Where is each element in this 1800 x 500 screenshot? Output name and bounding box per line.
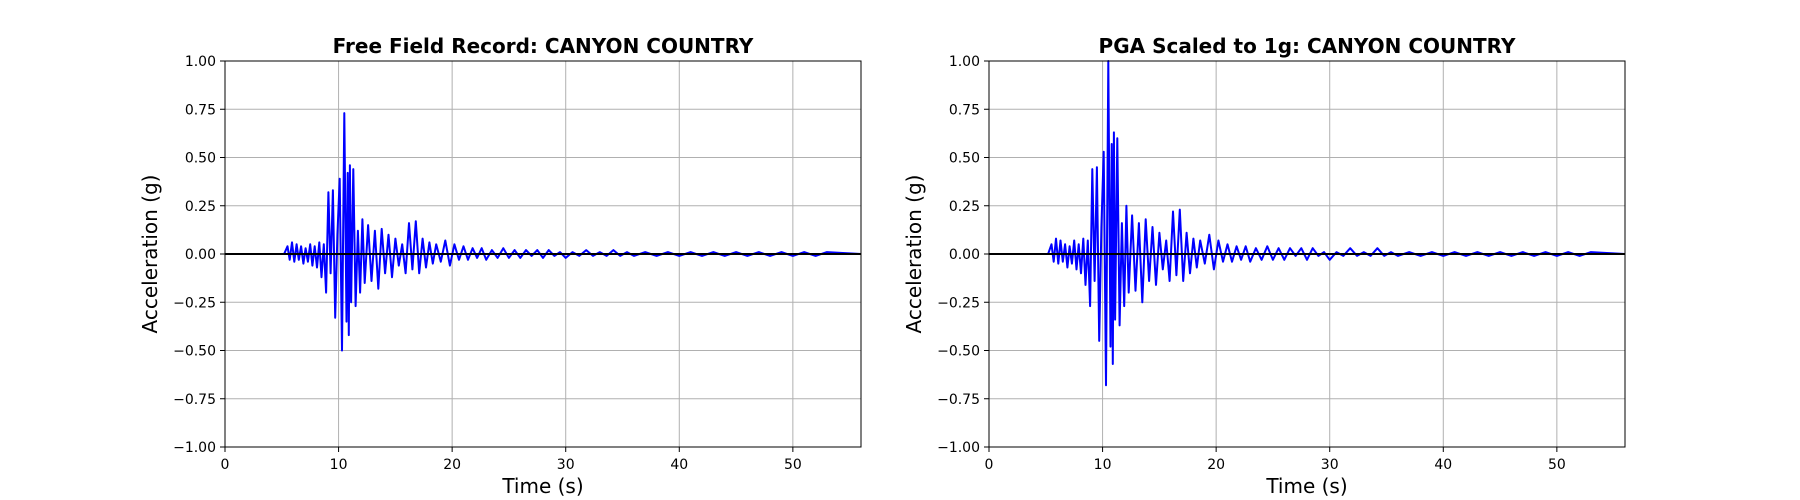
y-tick-label: 0.75: [949, 102, 980, 118]
y-tick-label: −0.75: [937, 392, 980, 408]
y-tick-label: −0.25: [173, 295, 216, 311]
y-tick-label: 0.25: [185, 199, 216, 215]
x-tick-label: 40: [670, 457, 688, 473]
x-tick-label: 30: [557, 457, 575, 473]
x-tick-label: 10: [1094, 457, 1112, 473]
y-tick-label: 1.00: [949, 54, 980, 70]
y-tick-label: −0.25: [937, 295, 980, 311]
x-tick-label: 30: [1321, 457, 1339, 473]
x-tick-label: 50: [784, 457, 802, 473]
y-tick-label: 0.00: [949, 247, 980, 263]
y-tick-label: −1.00: [173, 440, 216, 456]
x-axis-label: Time (s): [501, 474, 583, 498]
y-tick-label: 0.00: [185, 247, 216, 263]
y-tick-label: −0.75: [173, 392, 216, 408]
y-tick-label: 0.50: [949, 151, 980, 167]
ticks: 0 10 20 30 40 50 1.00 0.75 0.50 0.25 0.00 −0.25 −0.5…: [937, 54, 1566, 473]
x-tick-label: 0: [221, 457, 230, 473]
x-tick-label: 0: [985, 457, 994, 473]
x-tick-label: 40: [1434, 457, 1452, 473]
y-axis-label: Acceleration (g): [138, 175, 162, 334]
y-axis-label: Acceleration (g): [902, 175, 926, 334]
y-tick-label: 0.50: [185, 151, 216, 167]
y-tick-label: −1.00: [937, 440, 980, 456]
x-tick-label: 50: [1548, 457, 1566, 473]
traces: [225, 112, 862, 352]
panel-free-field-record: 0 10 20 30 40 50 1.00 0.75 0.50 0.25 0.00 −0.25 −0.5…: [138, 34, 862, 498]
chart-title: PGA Scaled to 1g: CANYON COUNTRY: [1099, 34, 1516, 58]
ticks: 0 10 20 30 40 50 1.00 0.75 0.50 0.25 0.00 −0.25 −0.5…: [173, 54, 802, 473]
y-tick-label: 0.75: [185, 102, 216, 118]
y-tick-label: −0.50: [173, 344, 216, 360]
chart-title: Free Field Record: CANYON COUNTRY: [333, 34, 754, 58]
y-tick-label: −0.50: [937, 344, 980, 360]
x-tick-label: 20: [1207, 457, 1225, 473]
y-tick-label: 1.00: [185, 54, 216, 70]
series-line: [225, 112, 862, 352]
panel-pga-scaled: 0 10 20 30 40 50 1.00 0.75 0.50 0.25 0.00 −0.25 −0.5…: [902, 34, 1626, 498]
x-axis-label: Time (s): [1265, 474, 1347, 498]
x-tick-label: 10: [330, 457, 348, 473]
x-tick-label: 20: [443, 457, 461, 473]
y-tick-label: 0.25: [949, 199, 980, 215]
